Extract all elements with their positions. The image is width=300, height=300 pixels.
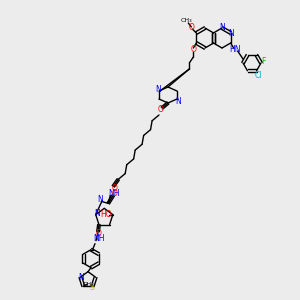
Text: Cl: Cl (254, 71, 262, 80)
Text: CH₃: CH₃ (181, 17, 192, 22)
Text: N: N (94, 209, 100, 218)
Text: N: N (175, 97, 181, 106)
Text: N: N (79, 273, 84, 282)
Text: O: O (111, 189, 117, 198)
Text: N: N (155, 85, 161, 94)
Text: N: N (219, 23, 225, 32)
Text: O: O (111, 184, 117, 193)
Text: NH: NH (109, 189, 120, 198)
Text: O: O (96, 229, 102, 238)
Text: CH₃: CH₃ (82, 282, 94, 286)
Text: O: O (158, 106, 164, 115)
Text: N: N (98, 195, 103, 204)
Text: O: O (190, 46, 196, 55)
Text: O: O (188, 22, 194, 32)
Text: NH: NH (93, 234, 105, 243)
Text: HO: HO (100, 210, 112, 219)
Text: N: N (228, 28, 233, 38)
Text: F: F (261, 56, 265, 65)
Text: HN: HN (229, 46, 240, 55)
Text: S: S (89, 283, 94, 292)
